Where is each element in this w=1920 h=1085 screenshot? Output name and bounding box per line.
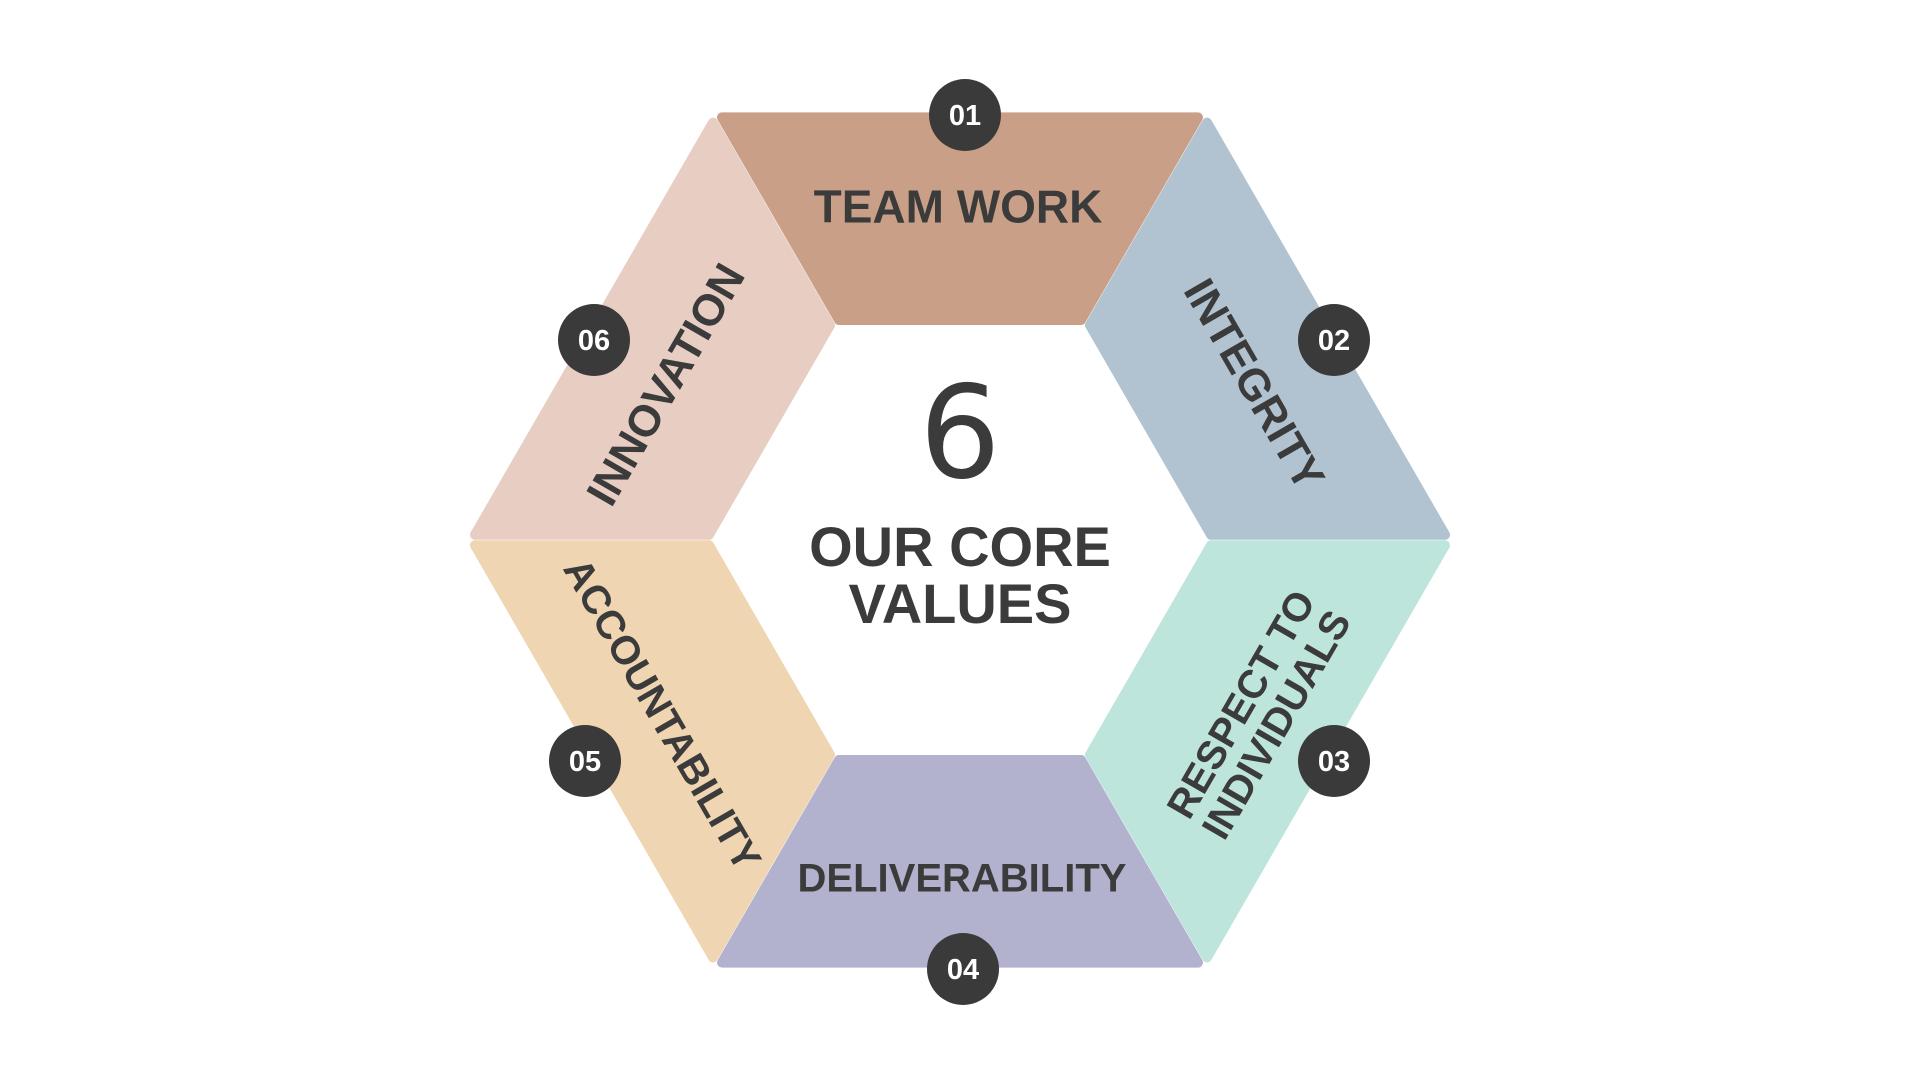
label-group-team-work: TEAM WORK: [814, 181, 1103, 233]
number-badge-03: 03: [1298, 725, 1370, 797]
segment-accountability: [470, 540, 835, 963]
center-hexagon: [712, 325, 1208, 755]
badge-circle: [927, 933, 999, 1005]
number-badge-06: 06: [558, 304, 630, 376]
segment-respect-to-individuals: [1085, 540, 1450, 963]
number-badge-05: 05: [549, 725, 621, 797]
segment-deliverability: [717, 754, 1203, 968]
segments-layer: [470, 112, 1450, 968]
badge-number: 03: [1318, 746, 1350, 778]
segment-integrity: [1085, 117, 1450, 540]
badge-number: 01: [949, 100, 981, 132]
badge-circle: [1298, 304, 1370, 376]
badge-circle: [558, 304, 630, 376]
badges-layer: 01 02 03 04 05 06: [549, 79, 1370, 1005]
number-badge-02: 02: [1298, 304, 1370, 376]
label-group-deliverability: DELIVERABILITY: [798, 856, 1127, 900]
badge-circle: [549, 725, 621, 797]
badge-number: 04: [947, 954, 979, 986]
center-title-line2: VALUES: [849, 572, 1072, 635]
number-badge-01: 01: [929, 79, 1001, 151]
value-label-team-work: TEAM WORK: [814, 181, 1103, 233]
badge-circle: [929, 79, 1001, 151]
segment-team-work: [717, 112, 1203, 326]
center-number: 6: [919, 359, 1000, 508]
badge-circle: [1298, 725, 1370, 797]
number-badge-04: 04: [927, 933, 999, 1005]
badge-number: 05: [569, 746, 601, 778]
badge-number: 06: [578, 325, 610, 357]
value-label-deliverability: DELIVERABILITY: [798, 856, 1127, 900]
segment-innovation: [470, 117, 835, 540]
center-title-line1: OUR CORE: [809, 515, 1111, 578]
badge-number: 02: [1318, 325, 1350, 357]
